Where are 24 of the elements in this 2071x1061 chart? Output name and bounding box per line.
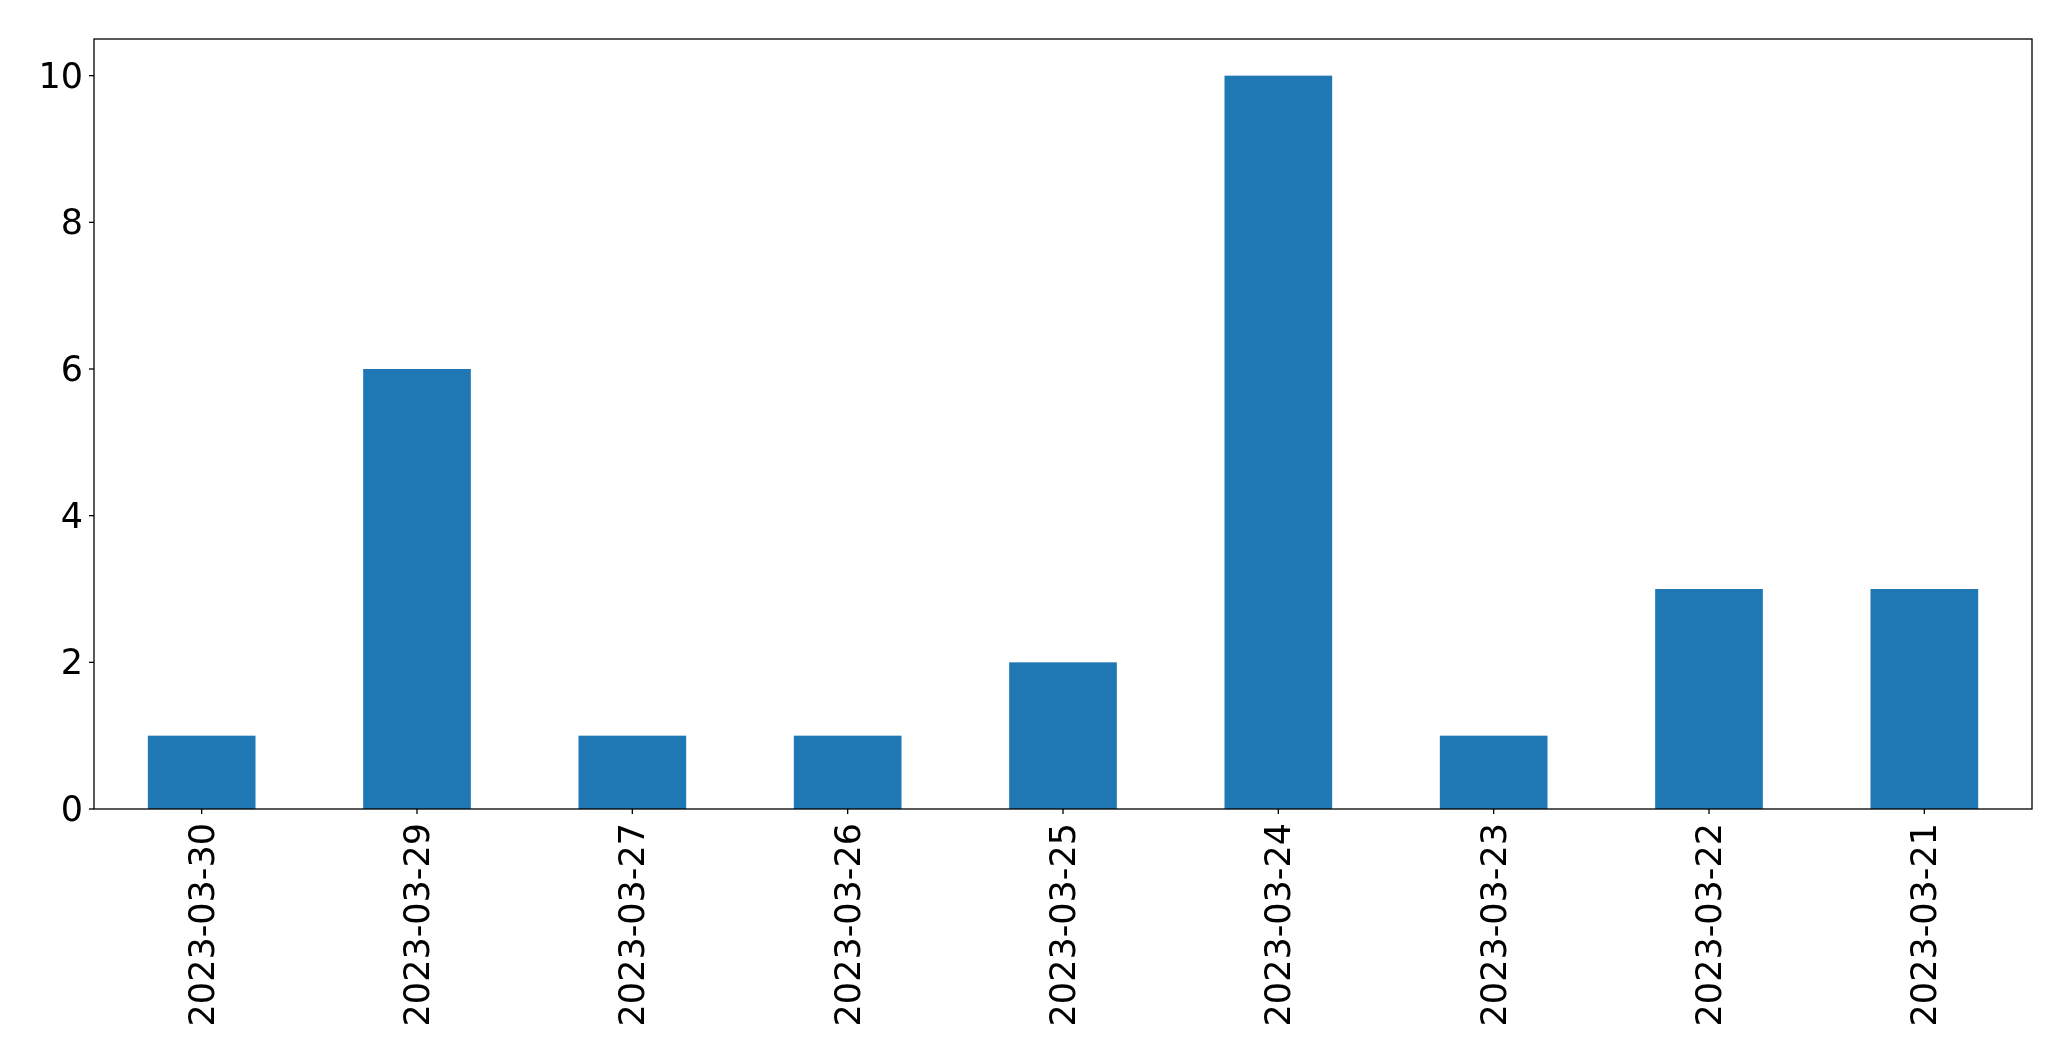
x-tick-label: 2023-03-23 [1473,823,1514,1027]
y-tick-label: 8 [60,202,83,243]
y-tick-label: 10 [38,55,83,96]
bar [1870,589,1979,809]
bar [1009,662,1117,809]
bar [1655,589,1763,809]
x-tick-label: 2023-03-27 [612,823,653,1027]
bar [1224,75,1333,809]
x-tick-label: 2023-03-25 [1043,823,1083,1027]
y-tick-label: 2 [60,642,83,683]
x-tick-label: 2023-03-21 [1904,823,1945,1027]
bar [793,735,902,809]
y-tick-label: 6 [60,349,83,389]
x-tick-label: 2023-03-24 [1258,823,1299,1027]
x-tick-label: 2023-03-30 [181,823,222,1027]
x-tick-label: 2023-03-29 [397,823,437,1027]
y-tick-label: 0 [60,789,83,829]
bar [1439,735,1548,809]
bar [147,735,256,809]
y-tick-label: 4 [60,495,83,536]
bar [363,369,471,809]
x-tick-label: 2023-03-22 [1689,823,1729,1027]
x-tick-label: 2023-03-26 [827,823,868,1027]
bar [578,735,687,809]
